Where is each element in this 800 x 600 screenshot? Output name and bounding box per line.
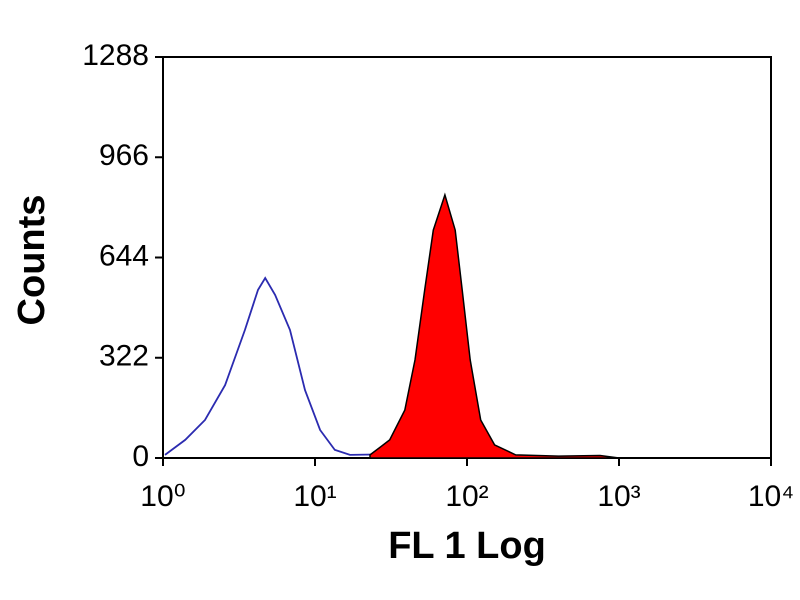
x-tick-label: 10² — [445, 480, 488, 513]
y-axis-title: Counts — [11, 195, 53, 326]
x-axis-title: FL 1 Log — [388, 525, 546, 567]
x-tick-label: 10¹ — [293, 480, 336, 513]
y-tick-label: 1288 — [82, 39, 149, 72]
x-tick-label: 10⁰ — [140, 480, 185, 513]
y-tick-label: 322 — [99, 340, 149, 373]
histogram-filled — [369, 192, 620, 459]
x-tick-label: 10³ — [597, 480, 640, 513]
y-tick-label: 644 — [99, 239, 149, 272]
y-tick-label: 0 — [132, 440, 149, 473]
y-tick-label: 966 — [99, 139, 149, 172]
x-tick-label: 10⁴ — [748, 480, 794, 513]
